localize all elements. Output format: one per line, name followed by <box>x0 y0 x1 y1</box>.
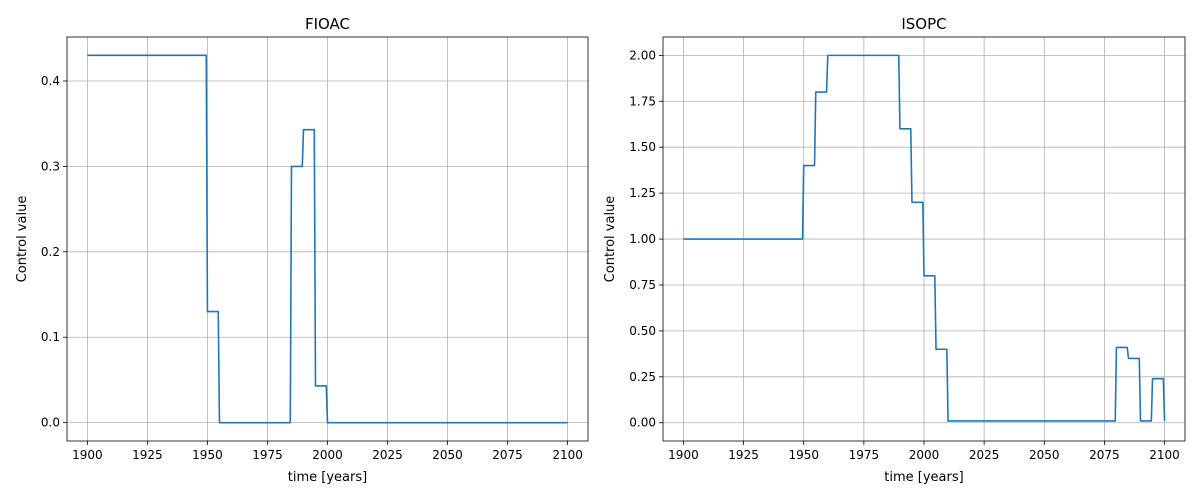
y-tick-label: 0.50 <box>629 324 656 338</box>
y-tick-label: 0.1 <box>41 330 60 344</box>
y-tick-label: 2.00 <box>629 48 656 62</box>
y-tick-label: 0.0 <box>41 416 60 430</box>
x-axis-label: time [years] <box>288 470 367 485</box>
y-tick-label: 0.3 <box>41 159 60 173</box>
series-line <box>683 54 1166 422</box>
y-tick-label: 0.75 <box>629 278 656 292</box>
x-tick-label: 1925 <box>132 448 163 462</box>
x-tick-label: 2050 <box>1029 448 1060 462</box>
subplot-2: 1900 1925 1950 1975 2000 2025 2050 2075 2100 0.00… <box>603 15 1186 485</box>
y-tick-label: 0.25 <box>629 370 656 384</box>
x-tick-label: 1900 <box>72 448 103 462</box>
subplot-1: 1900 1925 1950 1975 2000 2025 2050 2075 2100 0.0 0… <box>15 15 589 485</box>
y-tick-label: 1.75 <box>629 94 656 108</box>
x-tick-label: 1975 <box>849 448 880 462</box>
chart-title: ISOPC <box>901 15 946 33</box>
x-tick-label: 1975 <box>252 448 283 462</box>
x-tick-label: 2100 <box>552 448 583 462</box>
x-tick-label: 2000 <box>312 448 343 462</box>
x-tick-label: 2025 <box>969 448 1000 462</box>
x-tick-label: 1950 <box>192 448 223 462</box>
x-tick-label: 2075 <box>492 448 523 462</box>
x-tick-label: 2075 <box>1089 448 1120 462</box>
y-axis-label: Control value <box>15 196 30 283</box>
x-tick-label: 2025 <box>372 448 403 462</box>
series-line <box>87 54 568 424</box>
y-tick-label: 0.2 <box>41 245 60 259</box>
y-axis-label: Control value <box>603 196 618 283</box>
y-tick-label: 1.50 <box>629 140 656 154</box>
y-tick-label: 1.00 <box>629 232 656 246</box>
x-tick-label: 1950 <box>788 448 819 462</box>
x-tick-label: 2000 <box>909 448 940 462</box>
y-tick-label: 0.00 <box>629 416 656 430</box>
x-tick-label: 1900 <box>668 448 699 462</box>
x-axis-label: time [years] <box>884 470 963 485</box>
x-tick-label: 2050 <box>432 448 463 462</box>
x-tick-label: 2100 <box>1149 448 1180 462</box>
chart-title: FIOAC <box>305 15 350 33</box>
x-tick-label: 1925 <box>728 448 759 462</box>
y-tick-label: 1.25 <box>629 186 656 200</box>
y-tick-label: 0.4 <box>41 74 60 88</box>
